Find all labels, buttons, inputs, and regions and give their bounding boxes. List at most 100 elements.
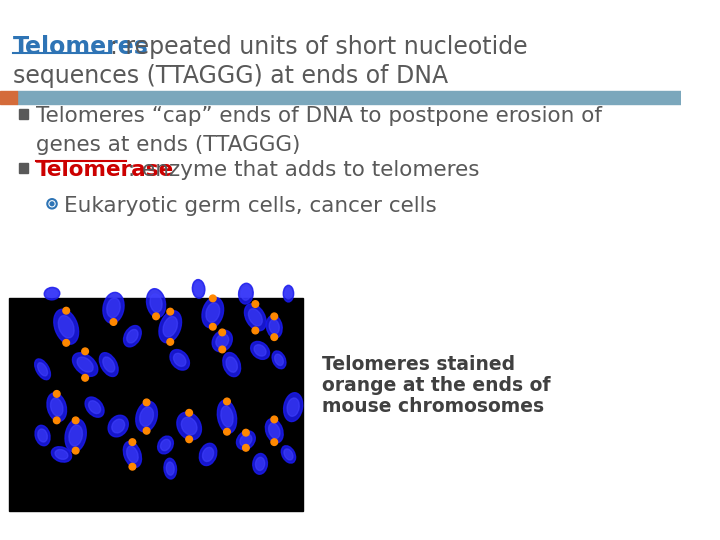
Ellipse shape <box>284 449 293 460</box>
Ellipse shape <box>50 398 63 416</box>
Ellipse shape <box>37 429 48 442</box>
Ellipse shape <box>194 283 202 295</box>
Ellipse shape <box>51 447 71 462</box>
Text: mouse chromosomes: mouse chromosomes <box>322 397 544 416</box>
Circle shape <box>219 329 225 336</box>
Ellipse shape <box>35 359 50 380</box>
Ellipse shape <box>103 292 124 323</box>
Ellipse shape <box>283 285 294 302</box>
Ellipse shape <box>287 398 300 416</box>
Ellipse shape <box>216 334 229 348</box>
Ellipse shape <box>55 449 68 460</box>
Circle shape <box>210 323 216 330</box>
Ellipse shape <box>44 287 60 300</box>
Ellipse shape <box>202 297 224 328</box>
Ellipse shape <box>245 304 266 330</box>
Text: : enzyme that adds to telomeres: : enzyme that adds to telomeres <box>127 160 480 180</box>
Ellipse shape <box>254 345 266 356</box>
Ellipse shape <box>35 426 50 446</box>
Ellipse shape <box>140 407 153 427</box>
Bar <box>0 91 17 105</box>
Circle shape <box>219 346 225 353</box>
Text: Telomerase: Telomerase <box>36 160 174 180</box>
Circle shape <box>167 339 174 345</box>
Ellipse shape <box>37 363 48 376</box>
Ellipse shape <box>240 434 252 446</box>
Ellipse shape <box>166 462 174 475</box>
Circle shape <box>243 444 249 451</box>
Ellipse shape <box>253 454 267 474</box>
Ellipse shape <box>181 417 197 435</box>
Ellipse shape <box>269 320 279 334</box>
Ellipse shape <box>282 446 296 463</box>
Ellipse shape <box>146 289 166 318</box>
Circle shape <box>82 375 89 381</box>
Circle shape <box>53 390 60 397</box>
Text: : repeated units of short nucleotide: : repeated units of short nucleotide <box>109 36 527 59</box>
Text: Telomeres “cap” ends of DNA to postpone erosion of: Telomeres “cap” ends of DNA to postpone … <box>36 106 602 126</box>
Circle shape <box>252 301 258 307</box>
Ellipse shape <box>112 419 125 433</box>
Ellipse shape <box>73 353 98 376</box>
Text: orange at the ends of: orange at the ends of <box>322 376 550 395</box>
Circle shape <box>82 348 89 355</box>
Ellipse shape <box>159 310 181 343</box>
Bar <box>19 163 28 173</box>
Circle shape <box>53 417 60 424</box>
Circle shape <box>167 308 174 315</box>
Circle shape <box>72 417 79 424</box>
Ellipse shape <box>164 458 176 479</box>
Circle shape <box>63 307 70 314</box>
Text: Eukaryotic germ cells, cancer cells: Eukaryotic germ cells, cancer cells <box>64 196 437 216</box>
Ellipse shape <box>217 400 237 433</box>
Circle shape <box>72 447 79 454</box>
Bar <box>17 91 681 105</box>
Ellipse shape <box>269 423 280 438</box>
Ellipse shape <box>266 315 282 338</box>
Ellipse shape <box>238 284 253 304</box>
Ellipse shape <box>89 401 101 414</box>
Ellipse shape <box>236 431 256 450</box>
Ellipse shape <box>107 298 120 318</box>
Ellipse shape <box>222 353 240 376</box>
Circle shape <box>63 340 70 346</box>
Circle shape <box>271 334 278 340</box>
Ellipse shape <box>272 351 286 369</box>
Circle shape <box>129 463 135 470</box>
Ellipse shape <box>99 353 118 376</box>
Ellipse shape <box>136 401 158 432</box>
Text: Telomeres: Telomeres <box>13 36 149 59</box>
Ellipse shape <box>256 457 265 470</box>
Ellipse shape <box>266 418 283 443</box>
Ellipse shape <box>221 406 233 427</box>
Ellipse shape <box>274 354 284 366</box>
Ellipse shape <box>212 330 233 352</box>
Circle shape <box>224 398 230 405</box>
Ellipse shape <box>124 326 141 347</box>
Ellipse shape <box>85 397 104 417</box>
Ellipse shape <box>163 316 177 337</box>
Ellipse shape <box>103 357 114 372</box>
Ellipse shape <box>161 440 171 450</box>
Ellipse shape <box>108 415 128 437</box>
Circle shape <box>186 409 192 416</box>
Circle shape <box>186 436 192 443</box>
Ellipse shape <box>150 294 162 312</box>
Circle shape <box>271 416 278 423</box>
Ellipse shape <box>251 341 269 359</box>
Ellipse shape <box>199 443 217 465</box>
Ellipse shape <box>226 357 238 372</box>
Ellipse shape <box>127 446 138 463</box>
Circle shape <box>210 295 216 302</box>
Ellipse shape <box>47 289 57 298</box>
Circle shape <box>143 428 150 434</box>
Ellipse shape <box>77 357 93 372</box>
Ellipse shape <box>127 329 138 343</box>
Ellipse shape <box>47 393 66 421</box>
Ellipse shape <box>177 412 202 440</box>
Circle shape <box>271 439 278 446</box>
Text: Telomeres stained: Telomeres stained <box>322 355 515 374</box>
Ellipse shape <box>248 309 262 326</box>
Text: sequences (TTAGGG) at ends of DNA: sequences (TTAGGG) at ends of DNA <box>13 64 449 88</box>
Ellipse shape <box>69 425 82 446</box>
